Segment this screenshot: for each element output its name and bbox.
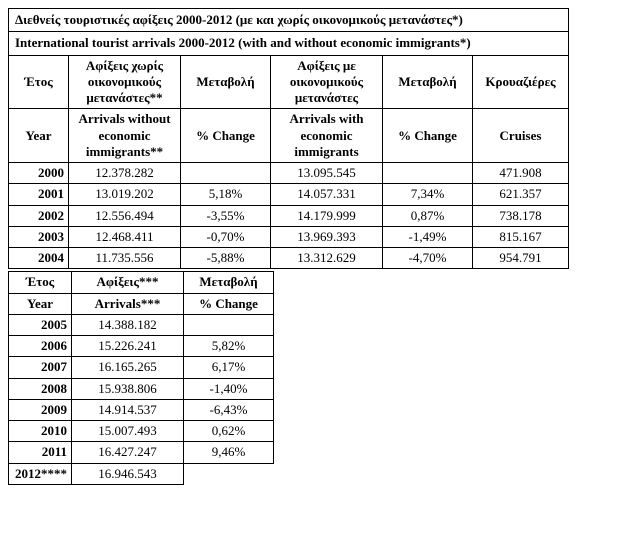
hdr2-year-el: Έτος [9,272,72,293]
arrivals-cell: 16.165.265 [72,357,184,378]
arrivals-w-cell: 14.057.331 [271,184,383,205]
table-row: 200914.914.537-6,43% [9,399,274,420]
year-cell: 2008 [9,378,72,399]
change1-cell: -5,88% [181,248,271,269]
hdr-arrivals-w-el: Αφίξεις με οικονομικούς μετανάστες [271,55,383,109]
year-cell: 2004 [9,248,69,269]
year-cell: 2005 [9,314,72,335]
table-row: 200411.735.556-5,88%13.312.629-4,70%954.… [9,248,569,269]
table-row: 200514.388.182 [9,314,274,335]
change-cell: 5,82% [184,336,274,357]
year-cell: 2000 [9,163,69,184]
year-cell: 2002 [9,205,69,226]
table-row: 200113.019.2025,18%14.057.3317,34%621.35… [9,184,569,205]
hdr2-year-en: Year [9,293,72,314]
header2-row-el: Έτος Αφίξεις*** Μεταβολή [9,272,274,293]
change1-cell: -0,70% [181,226,271,247]
header2-row-en: Year Arrivals*** % Change [9,293,274,314]
change-cell: -1,40% [184,378,274,399]
cruises-cell: 954.791 [473,248,569,269]
table-row: 200312.468.411-0,70%13.969.393-1,49%815.… [9,226,569,247]
year-cell: 2009 [9,399,72,420]
hdr-cruises-el: Κρουαζιέρες [473,55,569,109]
change2-cell: 0,87% [383,205,473,226]
arrivals-w-cell: 13.312.629 [271,248,383,269]
change2-cell: -1,49% [383,226,473,247]
change-cell: 9,46% [184,442,274,463]
arrivals-cell: 16.946.543 [72,463,184,484]
arrivals-w-cell: 13.095.545 [271,163,383,184]
empty-cell [184,463,274,484]
cruises-cell: 621.357 [473,184,569,205]
table-row: 200815.938.806-1,40% [9,378,274,399]
change-cell: -6,43% [184,399,274,420]
table-row: 200012.378.282 13.095.545 471.908 [9,163,569,184]
arrivals-cell: 14.914.537 [72,399,184,420]
arrivals-cell: 15.007.493 [72,421,184,442]
change-cell [184,314,274,335]
cruises-cell: 738.178 [473,205,569,226]
arrivals-w-cell: 14.179.999 [271,205,383,226]
hdr-change1-el: Μεταβολή [181,55,271,109]
arrivals-wo-cell: 12.378.282 [69,163,181,184]
arrivals-wo-cell: 12.468.411 [69,226,181,247]
arrivals-cell: 15.938.806 [72,378,184,399]
header-row-el: Έτος Αφίξεις χωρίς οικονομικούς μετανάστ… [9,55,569,109]
arrivals-wo-cell: 11.735.556 [69,248,181,269]
cruises-cell: 815.167 [473,226,569,247]
hdr-year-en: Year [9,109,69,163]
title-row-el: Διεθνείς τουριστικές αφίξεις 2000-2012 (… [9,9,569,32]
hdr2-arr-en: Arrivals*** [72,293,184,314]
change-cell: 6,17% [184,357,274,378]
change-cell: 0,62% [184,421,274,442]
hdr-year-el: Έτος [9,55,69,109]
arrivals-wo-cell: 13.019.202 [69,184,181,205]
hdr-change1-en: % Change [181,109,271,163]
year-cell: 2012**** [9,463,72,484]
year-cell: 2010 [9,421,72,442]
arrivals-table-2000-2004: Διεθνείς τουριστικές αφίξεις 2000-2012 (… [8,8,569,269]
table-row: 200615.226.2415,82% [9,336,274,357]
hdr-arrivals-wo-en: Arrivals without economic immigrants** [69,109,181,163]
change1-cell: 5,18% [181,184,271,205]
arrivals-wo-cell: 12.556.494 [69,205,181,226]
title-el: Διεθνείς τουριστικές αφίξεις 2000-2012 (… [9,9,569,32]
change1-cell [181,163,271,184]
hdr-arrivals-wo-el: Αφίξεις χωρίς οικονομικούς μετανάστες** [69,55,181,109]
hdr-change2-el: Μεταβολή [383,55,473,109]
cruises-cell: 471.908 [473,163,569,184]
hdr2-chg-el: Μεταβολή [184,272,274,293]
table-row: 200716.165.2656,17% [9,357,274,378]
table-row: 201015.007.4930,62% [9,421,274,442]
hdr-change2-en: % Change [383,109,473,163]
table-row-2012: 2012**** 16.946.543 [9,463,274,484]
hdr2-chg-en: % Change [184,293,274,314]
table-row: 201116.427.2479,46% [9,442,274,463]
hdr-cruises-en: Cruises [473,109,569,163]
arrivals-cell: 15.226.241 [72,336,184,357]
title-en: International tourist arrivals 2000-2012… [9,32,569,55]
hdr-arrivals-w-en: Arrivals with economic immigrants [271,109,383,163]
arrivals-w-cell: 13.969.393 [271,226,383,247]
change1-cell: -3,55% [181,205,271,226]
year-cell: 2006 [9,336,72,357]
hdr2-arr-el: Αφίξεις*** [72,272,184,293]
year-cell: 2007 [9,357,72,378]
table-row: 200212.556.494-3,55%14.179.9990,87%738.1… [9,205,569,226]
header-row-en: Year Arrivals without economic immigrant… [9,109,569,163]
change2-cell: 7,34% [383,184,473,205]
year-cell: 2003 [9,226,69,247]
arrivals-cell: 16.427.247 [72,442,184,463]
arrivals-cell: 14.388.182 [72,314,184,335]
year-cell: 2001 [9,184,69,205]
year-cell: 2011 [9,442,72,463]
arrivals-table-2005-2012: Έτος Αφίξεις*** Μεταβολή Year Arrivals**… [8,271,274,485]
title-row-en: International tourist arrivals 2000-2012… [9,32,569,55]
change2-cell [383,163,473,184]
change2-cell: -4,70% [383,248,473,269]
